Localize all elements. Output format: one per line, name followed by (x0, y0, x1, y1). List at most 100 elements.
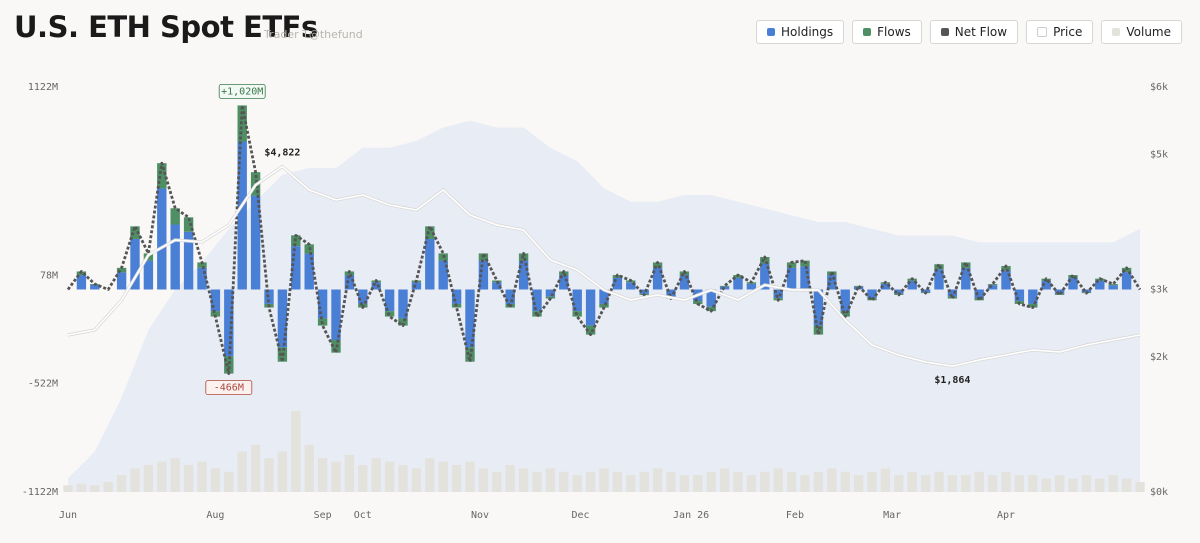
legend-swatch (1112, 28, 1121, 36)
flow-bar (157, 188, 167, 290)
legend-label: Holdings (781, 25, 834, 39)
volume-bar (880, 468, 891, 492)
volume-bar (639, 471, 649, 492)
flow-bar (746, 283, 757, 290)
volume-bar (920, 475, 931, 492)
flow-bar (800, 266, 810, 290)
flow-bar (894, 289, 904, 294)
volume-bar (411, 468, 422, 492)
volume-bar (478, 468, 489, 492)
flow-bar (197, 267, 207, 290)
volume-bar (894, 475, 904, 492)
flow-bar (465, 289, 475, 348)
volume-bar (559, 471, 569, 492)
flow-bar (183, 217, 194, 232)
flow-bar (626, 282, 636, 290)
volume-bar (492, 471, 502, 492)
flow-bar (545, 289, 556, 297)
legend: Holdings Flows Net Flow Price Volume (756, 20, 1182, 44)
y2-tick-label: $3k (1150, 285, 1168, 296)
flow-bar (1068, 277, 1078, 290)
volume-bar (652, 468, 663, 492)
volume-bar (532, 471, 542, 492)
volume-bar (572, 475, 582, 492)
flow-bar (760, 257, 770, 264)
volume-bar (693, 475, 703, 492)
volume-bar (451, 465, 462, 492)
volume-bar (210, 468, 221, 492)
x-tick-label: Oct (354, 510, 372, 521)
legend-button[interactable]: Price (1026, 20, 1094, 44)
flow-bar (451, 289, 462, 304)
flow-bar (130, 238, 140, 290)
flow-bar (317, 289, 328, 319)
flow-bar (773, 289, 783, 299)
flow-bar (719, 285, 730, 287)
flow-bar (425, 226, 435, 239)
volume-bar (304, 444, 314, 492)
flow-bar (920, 289, 931, 293)
legend-button[interactable]: Volume (1101, 20, 1182, 44)
flow-bar (652, 267, 663, 290)
volume-bar (291, 411, 301, 492)
volume-bar (331, 461, 341, 492)
y2-tick-label: $2k (1150, 352, 1168, 363)
volume-bar (63, 485, 73, 492)
flow-bar (344, 275, 355, 290)
volume-bar (1095, 478, 1105, 492)
y2-tick-label: $0k (1150, 487, 1168, 498)
legend-button[interactable]: Flows (852, 20, 922, 44)
legend-button[interactable]: Net Flow (929, 20, 1019, 44)
y-tick-label: 78M (40, 270, 58, 281)
flow-bar (961, 267, 971, 290)
flow-bar (76, 275, 87, 290)
volume-bar (1135, 481, 1145, 492)
volume-bar (733, 471, 743, 492)
flow-bar (652, 262, 663, 268)
volume-bar (1081, 475, 1092, 492)
flow-bar (358, 289, 368, 304)
volume-bar (157, 461, 167, 492)
legend-swatch (940, 28, 949, 36)
volume-bar (827, 468, 837, 492)
volume-bar (465, 461, 475, 492)
flow-bar (518, 260, 529, 290)
volume-bar (626, 475, 636, 492)
flow-bar (224, 289, 234, 357)
volume-bar (250, 444, 261, 492)
volume-bar (813, 471, 824, 492)
chart-subtitle: Trader T@thefund (264, 28, 363, 41)
volume-bar (76, 483, 87, 492)
flow-bar (733, 277, 743, 290)
flow-bar (170, 224, 180, 290)
volume-bar (317, 458, 328, 492)
flow-bar (157, 163, 167, 189)
volume-bar (1001, 471, 1011, 492)
flow-bar (250, 195, 261, 290)
flow-bar (197, 262, 207, 268)
flow-bar (384, 289, 395, 312)
flow-bar (639, 289, 649, 294)
y2-tick-label: $6k (1150, 82, 1168, 93)
flow-bar (880, 283, 891, 290)
volume-bar (1108, 475, 1118, 492)
legend-button[interactable]: Holdings (756, 20, 845, 44)
flow-bar (224, 356, 234, 374)
net-flow-line (66, 104, 1142, 376)
volume-bar (224, 471, 234, 492)
volume-bar (344, 454, 355, 492)
volume-bar (706, 471, 716, 492)
flow-bar (505, 289, 515, 304)
flow-bar (934, 269, 944, 290)
flow-bar (827, 275, 837, 290)
volume-bar (518, 468, 529, 492)
flow-bar (210, 311, 221, 317)
volume-bar (545, 468, 556, 492)
volume-bar (1041, 478, 1051, 492)
flow-bar (90, 284, 100, 290)
flow-bar (974, 289, 984, 299)
flow-bar (425, 238, 435, 290)
volume-bar (1121, 478, 1132, 492)
y-tick-label: -1122M (22, 487, 58, 498)
